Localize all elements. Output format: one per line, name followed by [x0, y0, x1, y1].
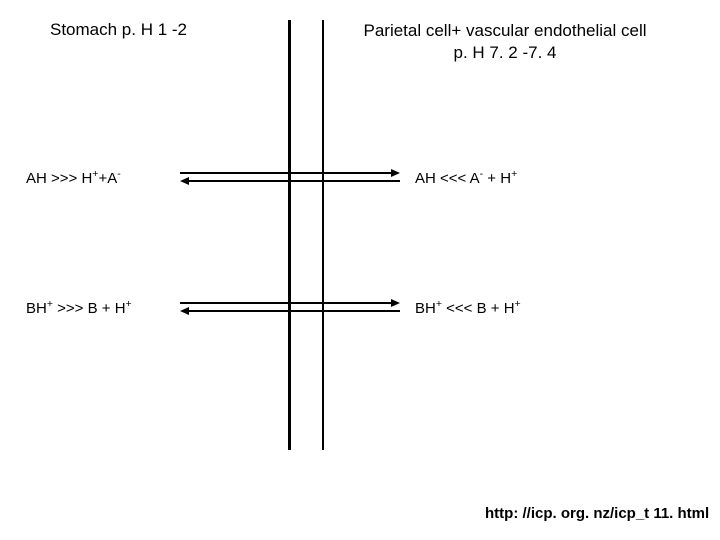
row2-arrow-left-head — [180, 307, 189, 315]
row2-bidirectional-arrow — [180, 302, 400, 318]
header-left: Stomach p. H 1 -2 — [50, 20, 187, 40]
row2-arrow-right-line — [180, 302, 391, 304]
row1-arrow-left-line — [189, 180, 400, 182]
header-right: Parietal cell+ vascular endothelial cell… — [340, 20, 670, 64]
row2-right-equation: BH+ <<< B + H+ — [415, 300, 521, 317]
row2-left-equation: BH+ >>> B + H+ — [26, 300, 132, 317]
footer-citation: http: //icp. org. nz/icp_t 11. html — [485, 505, 709, 522]
header-right-line1: Parietal cell+ vascular endothelial cell — [363, 21, 646, 40]
header-right-line2: p. H 7. 2 -7. 4 — [454, 43, 557, 62]
membrane-line-1 — [288, 20, 291, 450]
row1-arrow-left-head — [180, 177, 189, 185]
row1-arrow-right-line — [180, 172, 391, 174]
row1-right-equation: AH <<< A- + H+ — [415, 170, 517, 187]
membrane-line-2 — [322, 20, 324, 450]
row1-left-equation: AH >>> H++A- — [26, 170, 121, 187]
row1-arrow-right-head — [391, 169, 400, 177]
row2-arrow-right-head — [391, 299, 400, 307]
row2-arrow-left-line — [189, 310, 400, 312]
row1-bidirectional-arrow — [180, 172, 400, 188]
